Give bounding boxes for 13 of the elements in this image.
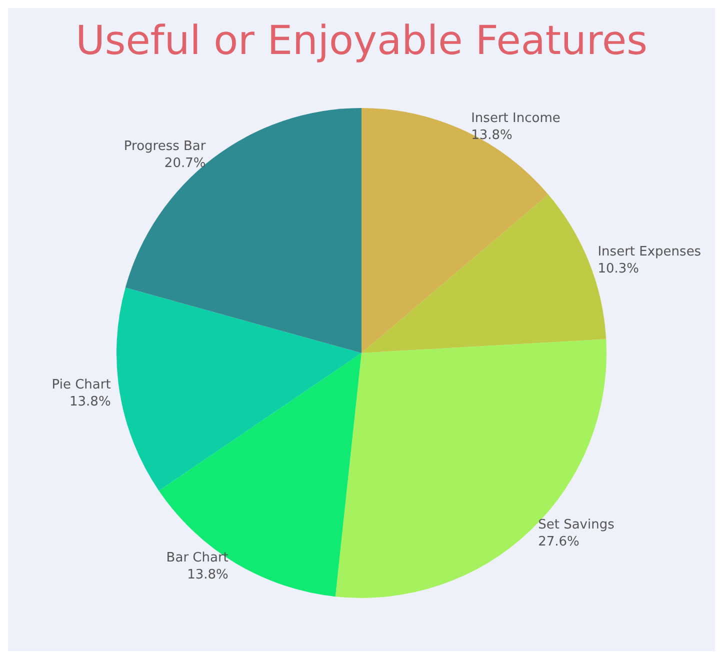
- data-label: 27.6%: [538, 534, 580, 550]
- data-label: 13.8%: [187, 568, 228, 583]
- data-label: 10.3%: [598, 262, 640, 277]
- data-label: 20.7%: [164, 156, 206, 171]
- chart-title: Useful or Enjoyable Features: [76, 18, 648, 64]
- data-label: 13.8%: [70, 394, 111, 410]
- data-label: 13.8%: [471, 128, 512, 144]
- slice-label: Bar Chart: [166, 550, 228, 566]
- slice-label: Set Savings: [538, 517, 615, 532]
- slice-label: Progress Bar: [124, 138, 206, 154]
- slice-label: Insert Expenses: [598, 244, 702, 260]
- slice-label: Pie Chart: [52, 377, 111, 392]
- slice-label: Insert Income: [471, 111, 560, 126]
